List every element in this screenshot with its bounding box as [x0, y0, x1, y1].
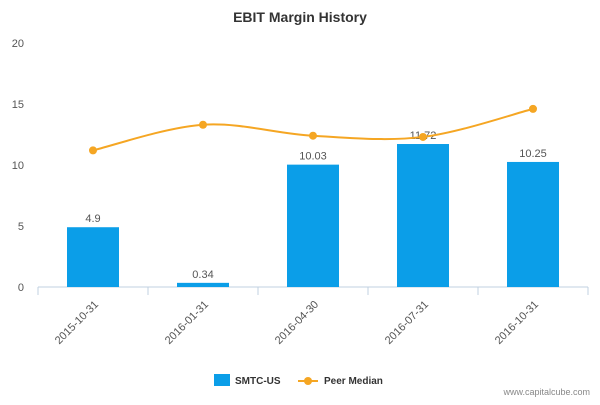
line-point[interactable]: [89, 146, 97, 155]
legend-item-bar[interactable]: SMTC-US: [214, 374, 281, 387]
line-point[interactable]: [199, 120, 207, 129]
line-point[interactable]: [529, 104, 537, 113]
bar[interactable]: [287, 164, 339, 287]
bar[interactable]: [397, 144, 449, 287]
x-tick-label: 2015-10-31: [53, 299, 101, 347]
bar[interactable]: [67, 227, 119, 287]
y-tick-label: 10: [12, 160, 24, 172]
chart-title: EBIT Margin History: [233, 9, 367, 25]
x-axis-tick-labels: 2015-10-31 2016-01-31 2016-04-30 2016-07-31…: [53, 299, 541, 347]
legend-label-line: Peer Median: [324, 376, 383, 387]
x-axis-ticks: [37, 287, 589, 295]
bar-series: [67, 144, 559, 287]
bar-data-label: 10.25: [519, 148, 547, 160]
legend-swatch-line-marker: [304, 377, 312, 385]
y-tick-label: 5: [18, 221, 24, 233]
y-tick-label: 15: [12, 99, 24, 111]
line-point[interactable]: [419, 132, 427, 141]
y-tick-label: 0: [18, 282, 24, 294]
bar[interactable]: [177, 282, 229, 287]
bar[interactable]: [507, 161, 559, 287]
legend: SMTC-US Peer Median: [214, 374, 383, 387]
line-series: [89, 104, 537, 155]
bar-data-label: 4.9: [85, 213, 100, 225]
x-tick-label: 2016-01-31: [163, 299, 211, 347]
peer-median-line: [92, 107, 534, 152]
x-tick-label: 2016-04-30: [273, 299, 321, 347]
x-tick-label: 2016-07-31: [383, 299, 431, 347]
legend-item-line[interactable]: Peer Median: [298, 376, 383, 387]
x-tick-label: 2016-10-31: [493, 299, 541, 347]
bar-data-label: 10.03: [299, 151, 327, 163]
line-point[interactable]: [309, 131, 317, 140]
legend-label-bar: SMTC-US: [235, 376, 281, 387]
watermark: www.capitalcube.com: [502, 387, 590, 397]
bar-data-label: 0.34: [192, 269, 213, 281]
y-axis-tick-labels: 0 5 10 15 20: [12, 38, 24, 294]
legend-swatch-bar: [214, 374, 230, 386]
y-tick-label: 20: [12, 38, 24, 50]
